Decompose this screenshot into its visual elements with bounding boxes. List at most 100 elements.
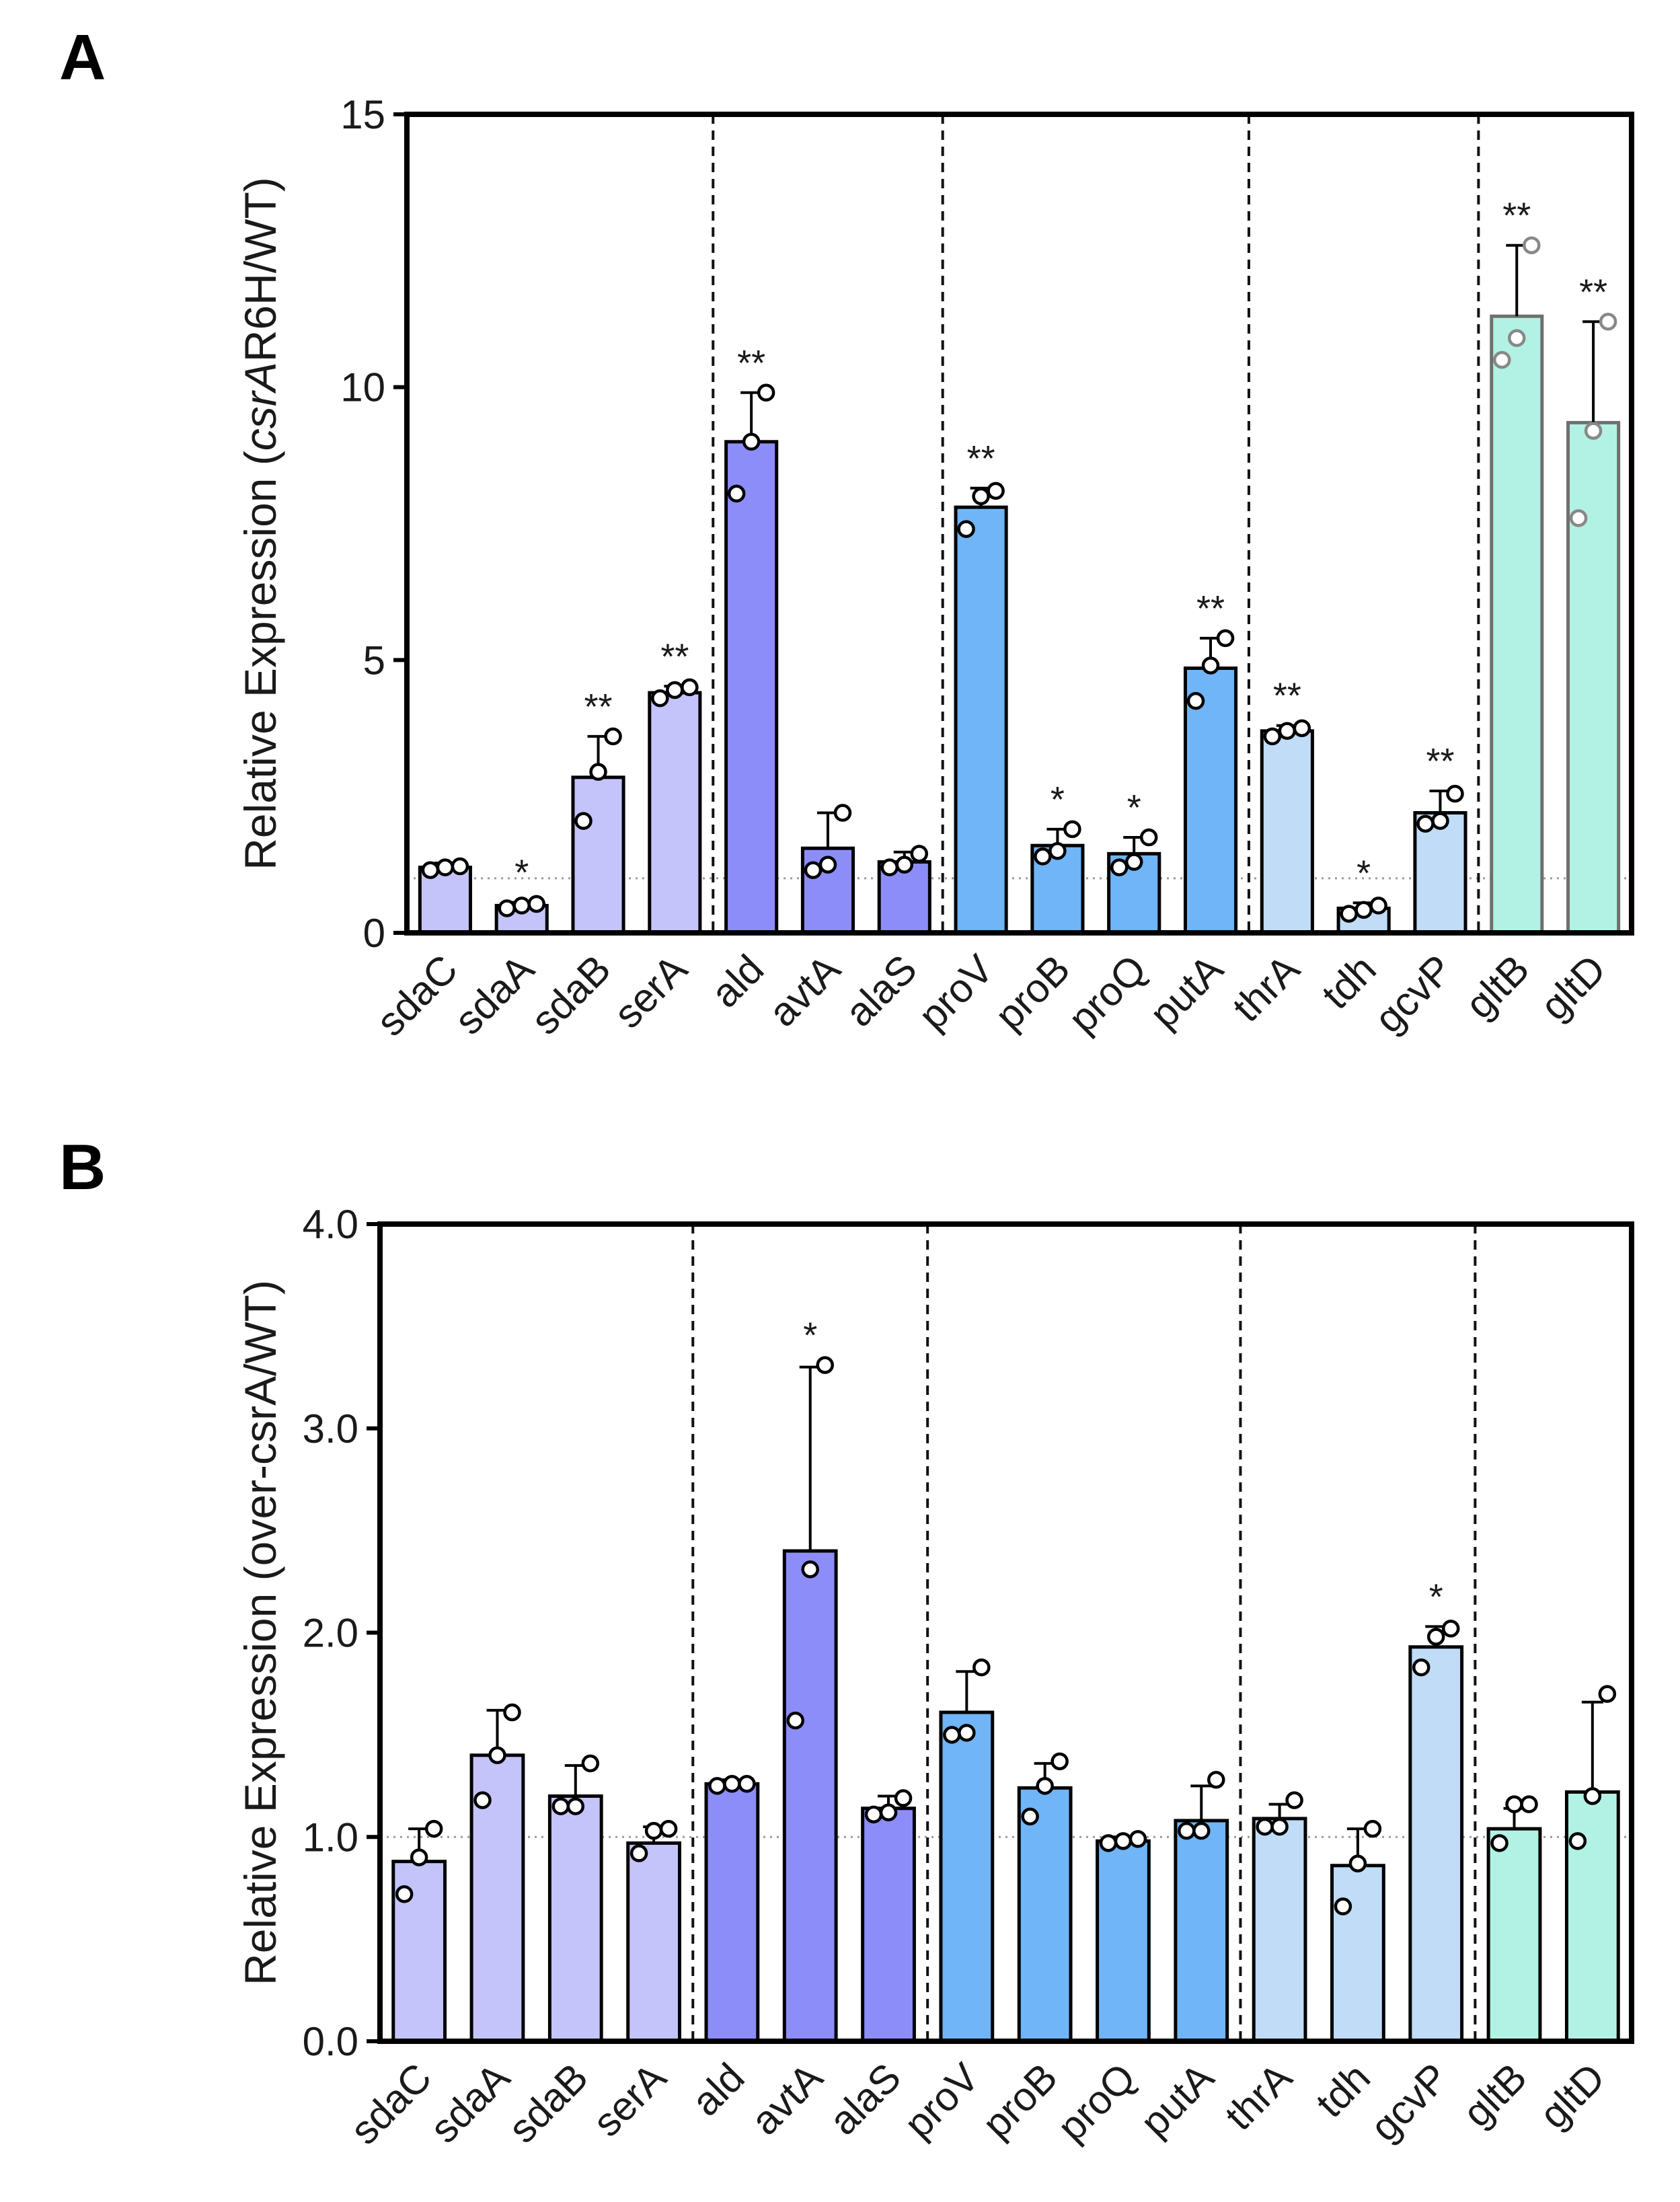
data-point-avtA-3 xyxy=(833,804,852,822)
y-axis-label-suffix: R6H/WT) xyxy=(235,177,285,362)
data-point-alaS-3 xyxy=(910,845,929,863)
data-point-proB-2 xyxy=(1036,1777,1054,1795)
bar-proB xyxy=(1017,1786,1073,2043)
data-point-thrA-3 xyxy=(1293,719,1311,737)
bar-gcvP xyxy=(1413,811,1467,935)
data-point-tdh-1 xyxy=(1334,1897,1352,1915)
data-point-proV-2 xyxy=(958,1724,976,1742)
significance-proQ: * xyxy=(1127,788,1141,828)
data-point-gcvP-2 xyxy=(1431,812,1449,830)
data-point-proB-3 xyxy=(1063,820,1081,839)
y-tick-label: 1.0 xyxy=(303,1815,358,1860)
data-point-serA-2 xyxy=(666,681,684,699)
data-point-gltB-2 xyxy=(1508,329,1526,347)
category-label-putA: putA xyxy=(1141,946,1232,1037)
bar-serA xyxy=(626,1841,681,2043)
data-point-sdaA-3 xyxy=(503,1703,521,1722)
data-point-ald-2 xyxy=(742,432,761,451)
bar-sdaB xyxy=(571,775,625,935)
data-point-thrA-2 xyxy=(1278,722,1297,741)
data-point-gltD-1 xyxy=(1569,509,1588,527)
data-point-sdaB-2 xyxy=(566,1797,585,1815)
bar-gltB xyxy=(1486,1827,1542,2043)
data-point-ald-3 xyxy=(757,383,775,402)
bar-proV xyxy=(939,1710,995,2043)
data-point-gltB-3 xyxy=(1523,236,1541,254)
data-point-gltB-3 xyxy=(1520,1795,1538,1813)
data-point-gcvP-2 xyxy=(1426,1628,1445,1646)
data-point-thrA-2 xyxy=(1270,1817,1289,1836)
data-point-avtA-1 xyxy=(786,1711,804,1730)
data-point-avtA-3 xyxy=(816,1356,834,1374)
significance-gcvP: ** xyxy=(1426,741,1454,782)
category-label-proB: proB xyxy=(987,946,1079,1038)
data-point-tdh-1 xyxy=(1340,905,1358,923)
category-label-serA: serA xyxy=(605,946,696,1037)
y-tick-label: 0 xyxy=(363,911,385,956)
y-tick-label: 15 xyxy=(340,92,385,137)
category-label-gltB: gltB xyxy=(1457,946,1537,1027)
data-point-tdh-3 xyxy=(1363,1819,1382,1838)
data-point-alaS-1 xyxy=(864,1805,883,1824)
significance-putA: ** xyxy=(1196,589,1225,629)
data-point-proQ-2 xyxy=(1124,853,1143,871)
significance-tdh: * xyxy=(1357,853,1371,893)
data-point-ald-1 xyxy=(708,1777,726,1795)
bar-tdh xyxy=(1330,1864,1385,2043)
data-point-proV-3 xyxy=(972,1658,991,1677)
category-label-avtA: avtA xyxy=(760,946,849,1035)
data-point-putA-3 xyxy=(1216,629,1235,648)
data-point-sdaC-2 xyxy=(410,1848,428,1866)
data-point-alaS-2 xyxy=(895,856,914,874)
significance-gcvP: * xyxy=(1429,1577,1443,1617)
y-axis-label-prefix: Relative Expression ( xyxy=(235,451,285,870)
bar-ald xyxy=(724,440,779,935)
category-label-proV: proV xyxy=(896,2055,988,2147)
bar-proV xyxy=(954,505,1008,935)
significance-sdaB: ** xyxy=(584,687,613,727)
data-point-sdaA-2 xyxy=(512,897,531,915)
bar-alaS xyxy=(861,1807,916,2043)
data-point-tdh-3 xyxy=(1369,897,1387,915)
panel-a: A sdaC*sdaA**sdaB**serA**aldavtAalaS**pr… xyxy=(59,22,1634,1045)
data-point-ald-2 xyxy=(723,1775,741,1793)
category-label-sdaC: sdaC xyxy=(368,946,466,1045)
data-point-gltD-2 xyxy=(1584,422,1603,440)
category-label-proV: proV xyxy=(910,946,1002,1038)
category-label-thrA: thrA xyxy=(1217,2055,1301,2139)
data-point-proB-3 xyxy=(1051,1752,1069,1771)
data-point-proV-1 xyxy=(943,1726,961,1744)
data-point-avtA-1 xyxy=(804,861,823,879)
significance-proV: ** xyxy=(967,439,995,479)
category-label-thrA: thrA xyxy=(1224,946,1308,1030)
data-point-gcvP-1 xyxy=(1412,1658,1430,1677)
data-point-ald-1 xyxy=(727,484,746,503)
data-point-sdaC-3 xyxy=(424,1819,443,1838)
data-point-thrA-1 xyxy=(1256,1817,1274,1836)
significance-serA: ** xyxy=(660,636,689,677)
bar-putA xyxy=(1174,1819,1229,2043)
data-point-gcvP-1 xyxy=(1416,814,1435,833)
bar-ald xyxy=(704,1782,760,2043)
data-point-sdaC-3 xyxy=(451,857,469,876)
significance-ald: ** xyxy=(737,343,765,383)
panel-letter-b: B xyxy=(59,1131,106,1203)
y-tick-label: 5 xyxy=(363,638,385,683)
data-point-sdaB-2 xyxy=(589,763,607,781)
data-point-sdaA-1 xyxy=(473,1791,492,1809)
data-point-gltB-1 xyxy=(1490,1834,1509,1852)
category-label-avtA: avtA xyxy=(742,2055,831,2143)
significance-avtA: * xyxy=(803,1316,817,1356)
bar-sdaB xyxy=(547,1794,603,2043)
category-label-sdaC: sdaC xyxy=(342,2055,440,2153)
y-tick-label: 10 xyxy=(340,365,385,410)
data-point-proB-1 xyxy=(1021,1807,1039,1826)
data-point-thrA-3 xyxy=(1285,1791,1303,1809)
significance-sdaA: * xyxy=(514,853,529,893)
category-label-sdaA: sdaA xyxy=(422,2055,519,2152)
data-point-putA-2 xyxy=(1192,1821,1211,1840)
category-label-alaS: alaS xyxy=(820,2055,909,2143)
data-point-sdaC-2 xyxy=(436,858,455,876)
data-point-proQ-3 xyxy=(1129,1830,1147,1848)
